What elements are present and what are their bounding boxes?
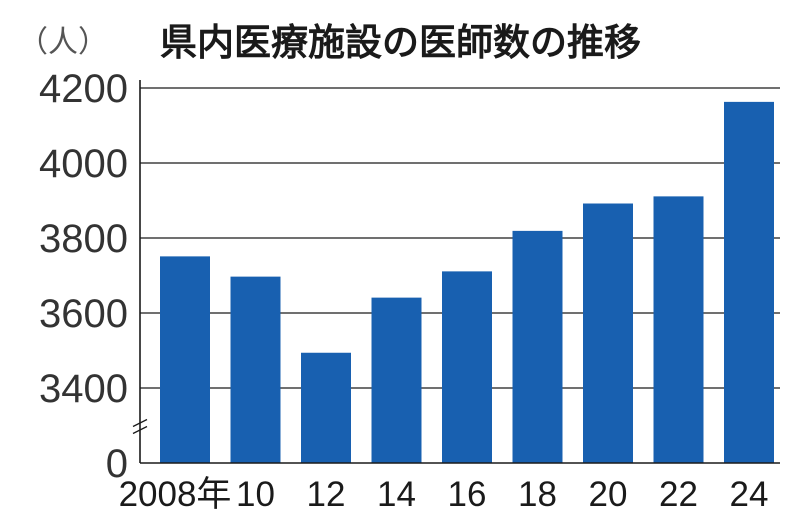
bars: [160, 101, 774, 463]
y-tick-labels: 0 3400 3600 3800 4000 4200: [39, 67, 128, 486]
y-tick-label: 3600: [39, 292, 128, 336]
x-tick-label: 20: [589, 475, 628, 514]
bar-20: [583, 203, 633, 463]
x-tick-label: 10: [236, 475, 275, 514]
bar-10: [230, 276, 281, 463]
bar-2008年: [160, 256, 210, 463]
x-tick-label: 16: [448, 475, 487, 514]
x-tick-label: 18: [518, 475, 557, 514]
bar-14: [371, 297, 422, 463]
chart-title: 県内医療施設の医師数の推移: [160, 21, 641, 64]
y-tick-label: 3800: [39, 217, 128, 261]
y-tick-label: 4200: [39, 67, 128, 111]
bar-16: [442, 271, 492, 463]
axes: [132, 80, 780, 464]
y-unit-label: （人）: [18, 25, 108, 60]
axis-break-mark: [132, 425, 148, 435]
bar-18: [512, 230, 563, 463]
bar-12: [301, 352, 351, 463]
y-tick-label: 4000: [39, 142, 128, 186]
x-tick-label: 12: [307, 475, 346, 514]
x-tick-label: 14: [377, 475, 416, 514]
x-tick-label: 22: [659, 475, 698, 514]
x-tick-label: 2008年: [119, 475, 232, 514]
x-tick-label: 24: [730, 475, 769, 514]
y-tick-label: 0: [106, 442, 128, 486]
bar-24: [724, 101, 774, 463]
y-tick-label: 3400: [39, 367, 128, 411]
bar-22: [653, 196, 704, 463]
axis-break-mark: [132, 418, 148, 428]
x-tick-labels: 2008年 10 12 14 16 18 20 22 24: [119, 475, 769, 514]
